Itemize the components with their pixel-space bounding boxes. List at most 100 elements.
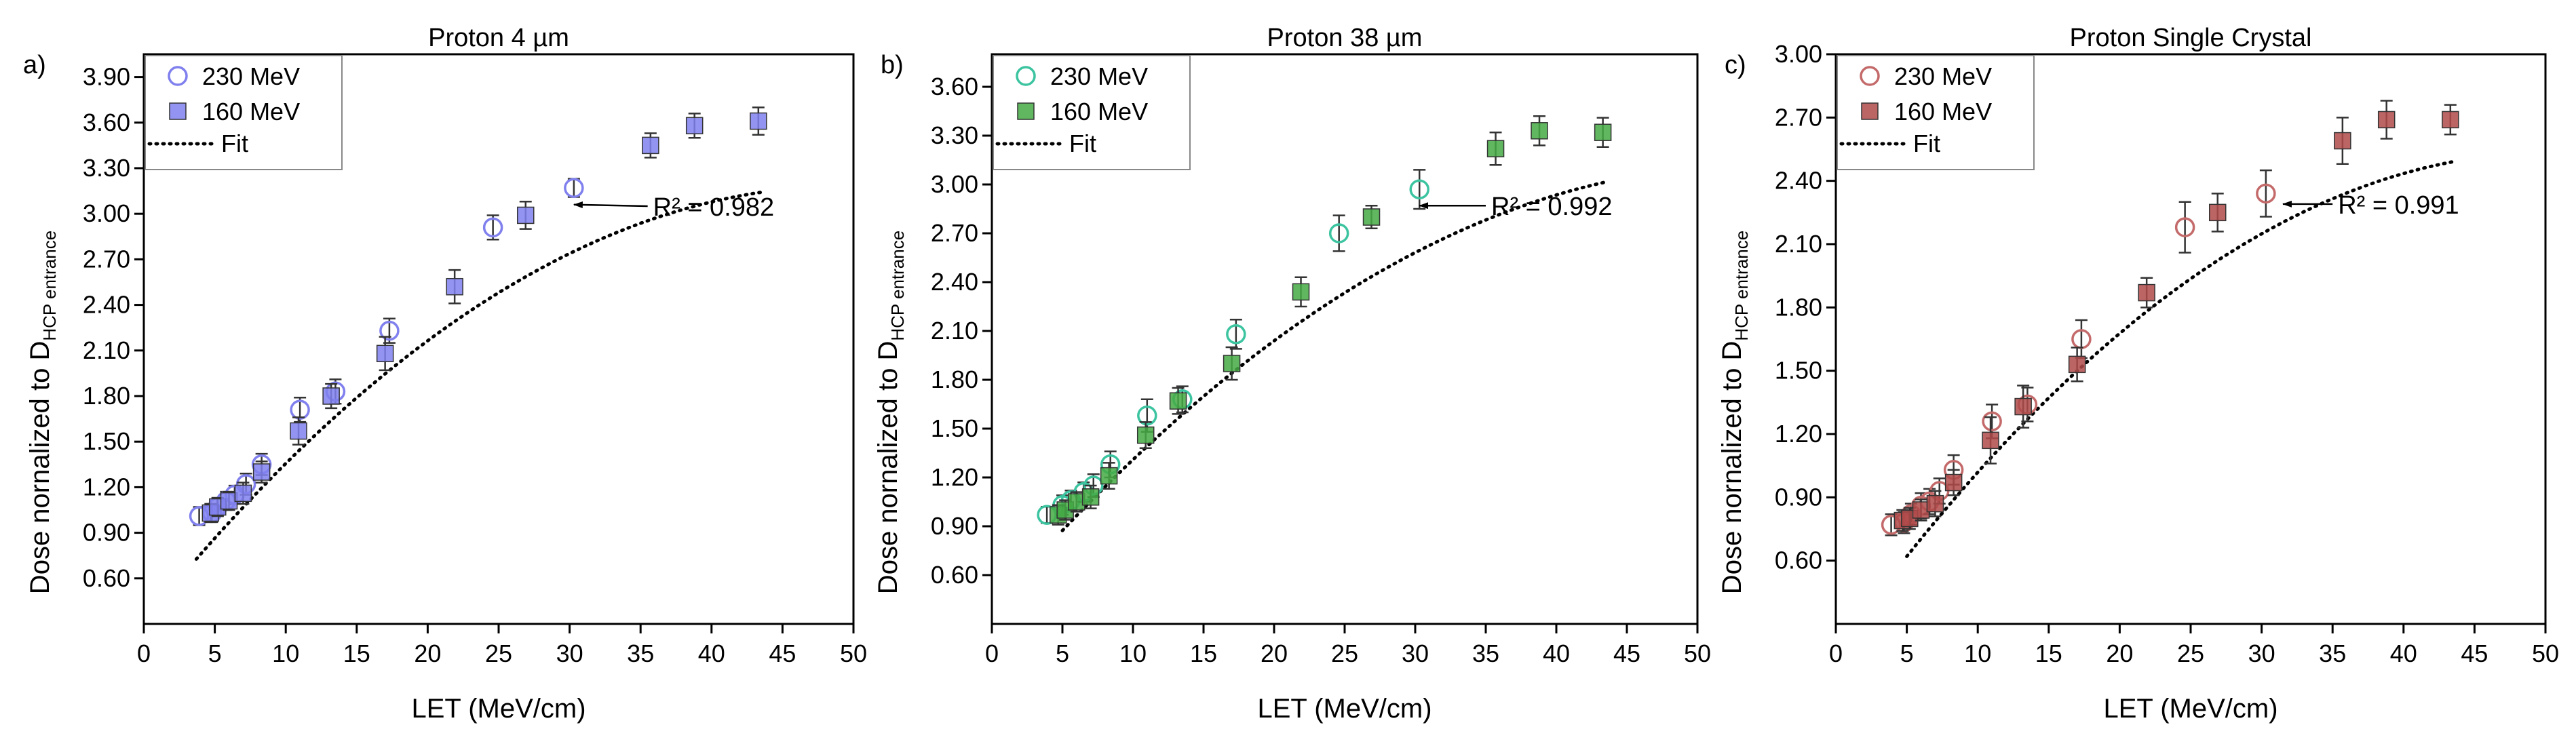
data-point-230mev xyxy=(1137,406,1157,426)
x-tick-label: 30 xyxy=(556,640,583,667)
data-point-160mev xyxy=(2138,283,2155,302)
x-tick-label: 50 xyxy=(2532,640,2559,667)
x-tick-label: 20 xyxy=(1261,640,1288,667)
data-point-160mev xyxy=(1292,283,1310,301)
x-tick-label: 45 xyxy=(769,640,796,667)
y-tick-label: 2.10 xyxy=(83,336,130,364)
x-tick-label: 45 xyxy=(2461,640,2488,667)
legend-label: 230 MeV xyxy=(1894,62,1992,90)
data-point-160mev xyxy=(1982,431,1999,450)
chart-title: Proton 38 µm xyxy=(1267,24,1423,52)
y-tick-label: 3.00 xyxy=(83,199,130,227)
x-tick-label: 20 xyxy=(2106,640,2133,667)
data-point-160mev xyxy=(290,422,307,440)
data-point-230mev xyxy=(1226,324,1246,345)
data-point-160mev xyxy=(2014,397,2032,416)
data-point-160mev xyxy=(234,484,252,503)
legend-label: 230 MeV xyxy=(1050,62,1148,90)
y-tick-label: 1.50 xyxy=(1775,357,1822,385)
y-tick-label: 1.80 xyxy=(1775,293,1822,321)
panel-label: c) xyxy=(1725,51,1746,79)
x-tick-label: 0 xyxy=(985,640,999,667)
data-point-160mev xyxy=(2377,111,2396,129)
y-tick-label: 2.10 xyxy=(1775,230,1822,258)
x-tick-label: 40 xyxy=(698,640,725,667)
x-tick-label: 10 xyxy=(1964,640,1991,667)
x-tick-label: 30 xyxy=(2248,640,2275,667)
data-point-160mev xyxy=(642,136,659,155)
data-point-160mev xyxy=(376,345,394,363)
y-tick-label: 0.90 xyxy=(1775,483,1822,511)
data-point-160mev xyxy=(516,206,535,224)
x-tick-label: 30 xyxy=(1402,640,1429,667)
y-tick-label: 0.90 xyxy=(83,519,130,547)
x-tick-label: 10 xyxy=(1119,640,1147,667)
x-tick-label: 5 xyxy=(1056,640,1069,667)
r2-arrow xyxy=(573,201,648,209)
x-axis-label: LET (MeV/cm) xyxy=(1257,694,1431,724)
data-point-160mev xyxy=(1136,426,1155,444)
data-point-160mev xyxy=(1362,208,1381,226)
y-tick-label: 3.90 xyxy=(83,63,130,91)
panel-label: a) xyxy=(23,51,46,79)
legend-marker-230mev xyxy=(168,66,188,86)
data-point-160mev xyxy=(1068,493,1085,511)
y-axis-label: Dose nornalized to DHCP entrance xyxy=(1717,231,1752,594)
y-tick-label: 1.20 xyxy=(931,463,978,491)
data-point-160mev xyxy=(2068,355,2086,374)
y-tick-label: 2.10 xyxy=(931,317,978,345)
panel-b: b) Proton 38 µm Dose nornalized to DHCP … xyxy=(873,24,1711,724)
chart-title: Proton 4 µm xyxy=(428,24,569,52)
y-tick-label: 2.40 xyxy=(83,291,130,319)
data-point-230mev xyxy=(379,320,400,341)
data-point-160mev xyxy=(1169,392,1187,410)
legend-label: Fit xyxy=(1913,130,1940,157)
y-tick-label: 0.60 xyxy=(83,564,130,592)
x-tick-label: 15 xyxy=(343,640,370,667)
y-tick-label: 1.80 xyxy=(83,382,130,410)
x-tick-label: 15 xyxy=(2035,640,2062,667)
y-tick-label: 1.80 xyxy=(931,366,978,393)
fit-line xyxy=(1905,159,2455,558)
x-tick-label: 0 xyxy=(137,640,151,667)
y-tick-label: 3.30 xyxy=(931,121,978,149)
y-tick-label: 3.60 xyxy=(83,109,130,136)
panel-a: a) Proton 4 µm Dose nornalized to DHCP e… xyxy=(23,24,867,724)
data-point-160mev xyxy=(252,463,271,481)
legend-label: Fit xyxy=(221,130,248,157)
y-tick-label: 0.90 xyxy=(931,512,978,540)
data-point-230mev xyxy=(1328,223,1349,243)
x-tick-label: 25 xyxy=(485,640,512,667)
fit-line xyxy=(194,191,763,561)
y-tick-label: 1.20 xyxy=(1775,420,1822,448)
x-tick-label: 50 xyxy=(1684,640,1711,667)
legend-marker-230mev xyxy=(1860,66,1880,86)
data-point-230mev xyxy=(1982,411,2002,432)
legend-label: 230 MeV xyxy=(202,62,300,90)
x-tick-label: 50 xyxy=(840,640,867,667)
y-tick-label: 2.70 xyxy=(931,219,978,247)
legend-marker-230mev xyxy=(1016,66,1036,86)
data-point-160mev xyxy=(220,492,238,510)
data-point-160mev xyxy=(1926,494,1944,513)
y-tick-label: 0.60 xyxy=(931,561,978,589)
data-point-230mev xyxy=(1409,179,1429,199)
x-tick-label: 40 xyxy=(1543,640,1570,667)
data-point-160mev xyxy=(2442,111,2459,129)
data-point-160mev xyxy=(1944,473,1963,492)
y-tick-label: 1.20 xyxy=(83,473,130,500)
legend-marker-160mev xyxy=(1861,102,1879,120)
data-point-160mev xyxy=(1081,488,1100,506)
r2-label: R² = 0.992 xyxy=(1491,193,1613,221)
data-point-160mev xyxy=(446,277,463,296)
y-tick-label: 2.40 xyxy=(1775,167,1822,195)
panel-c: c) Proton Single Crystal Dose nornalized… xyxy=(1717,24,2559,724)
chart-title: Proton Single Crystal xyxy=(2070,24,2312,52)
data-point-230mev xyxy=(2174,217,2195,237)
y-tick-label: 0.60 xyxy=(1775,547,1822,574)
data-point-230mev xyxy=(482,217,503,238)
data-point-160mev xyxy=(1100,467,1118,485)
x-tick-label: 40 xyxy=(2390,640,2417,667)
y-tick-label: 2.70 xyxy=(83,245,130,273)
